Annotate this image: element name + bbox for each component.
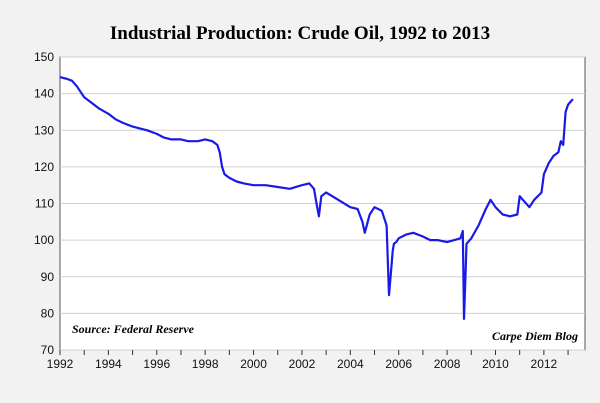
x-tick-label: 2004	[337, 357, 364, 371]
credit-note: Carpe Diem Blog	[492, 329, 578, 343]
y-tick-label: 110	[35, 197, 54, 211]
x-tick-label: 2012	[531, 357, 558, 371]
source-note: Source: Federal Reserve	[72, 322, 195, 336]
y-tick-label: 100	[34, 233, 54, 247]
x-tick-label: 1998	[192, 357, 219, 371]
x-tick-label: 2002	[289, 357, 316, 371]
x-tick-label: 2000	[240, 357, 267, 371]
y-tick-label: 120	[34, 160, 54, 174]
x-tick-label: 2008	[434, 357, 461, 371]
chart-title: Industrial Production: Crude Oil, 1992 t…	[110, 23, 490, 44]
x-tick-label: 2010	[482, 357, 509, 371]
grid	[60, 56, 585, 351]
y-tick-label: 150	[34, 50, 54, 64]
y-tick-label: 130	[34, 123, 54, 137]
ticks: 70 80 90 100 110 120 130 140 150 1992 1994 1996 1998…	[34, 50, 569, 371]
x-tick-label: 1992	[47, 357, 74, 371]
y-tick-label: 80	[41, 306, 55, 320]
y-tick-label: 140	[34, 87, 54, 101]
y-tick-label: 90	[41, 270, 55, 284]
x-tick-label: 1994	[95, 357, 122, 371]
x-tick-label: 2006	[385, 357, 412, 371]
x-tick-label: 1996	[143, 357, 170, 371]
series-line	[59, 76, 574, 320]
y-tick-label: 70	[41, 343, 55, 357]
